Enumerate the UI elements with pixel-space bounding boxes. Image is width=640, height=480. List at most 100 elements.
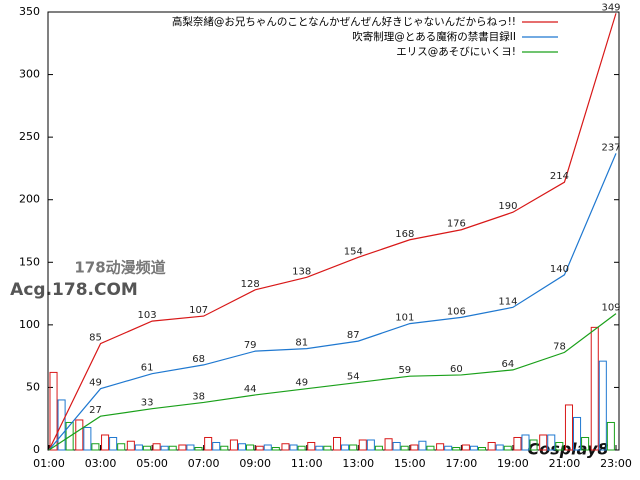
legend-label: 高梨奈緒@お兄ちゃんのことなんかぜんぜん好きじゃないんだからねっ!! xyxy=(172,15,516,28)
bar xyxy=(590,326,599,451)
bar xyxy=(469,445,478,451)
bar xyxy=(212,441,221,451)
bar xyxy=(152,443,161,451)
data-label: 190 xyxy=(498,201,517,212)
data-label: 128 xyxy=(241,279,260,290)
bar xyxy=(349,444,358,451)
bar xyxy=(547,434,556,451)
series-line xyxy=(48,313,617,451)
bar xyxy=(581,436,590,451)
data-label: 109 xyxy=(601,303,620,314)
bar xyxy=(521,434,530,451)
bar xyxy=(126,440,135,451)
data-label: 114 xyxy=(498,296,517,307)
bar xyxy=(503,445,512,451)
bar xyxy=(75,419,84,451)
plot-frame xyxy=(47,11,620,451)
bar xyxy=(418,440,427,451)
bar xyxy=(358,439,367,451)
bar xyxy=(142,445,151,451)
legend-label: 吹寄制理@とある魔術の禁書目録II xyxy=(352,30,516,43)
y-tick-label: 300 xyxy=(19,68,40,81)
data-label: 68 xyxy=(192,354,205,365)
x-tick-label: 01:00 xyxy=(33,457,65,470)
data-label: 107 xyxy=(189,305,208,316)
data-label: 49 xyxy=(89,378,102,389)
bar xyxy=(529,439,538,451)
x-tick-label: 09:00 xyxy=(239,457,271,470)
data-label: 87 xyxy=(347,330,360,341)
bar xyxy=(289,444,298,451)
bar xyxy=(477,446,487,451)
y-tick-label: 200 xyxy=(19,193,40,206)
data-label: 54 xyxy=(347,371,360,382)
x-tick-label: 07:00 xyxy=(188,457,220,470)
bar xyxy=(49,371,58,451)
bar xyxy=(178,444,187,451)
bar xyxy=(160,445,169,451)
bar xyxy=(117,443,126,451)
bar xyxy=(374,445,383,451)
bar xyxy=(487,441,496,451)
data-label: 81 xyxy=(295,338,308,349)
data-label: 60 xyxy=(450,364,463,375)
bar xyxy=(392,441,401,451)
bar xyxy=(237,443,247,451)
bar xyxy=(333,436,342,451)
x-tick-label: 13:00 xyxy=(342,457,374,470)
data-label: 106 xyxy=(447,306,466,317)
y-tick-label: 150 xyxy=(19,255,40,268)
data-label: 49 xyxy=(295,378,308,389)
data-label: 79 xyxy=(244,340,257,351)
bar xyxy=(606,421,615,451)
x-tick-label: 17:00 xyxy=(446,457,478,470)
bar xyxy=(461,444,470,451)
bar xyxy=(426,445,435,451)
bar xyxy=(263,444,272,451)
bar xyxy=(83,426,92,451)
bar xyxy=(220,445,229,451)
data-label: 168 xyxy=(395,229,414,240)
bar xyxy=(57,399,66,451)
bar xyxy=(436,443,445,451)
bar xyxy=(186,444,195,451)
data-label: 85 xyxy=(89,333,102,344)
bar xyxy=(134,444,143,451)
y-tick-label: 100 xyxy=(19,318,40,331)
bar xyxy=(281,443,290,451)
bar xyxy=(91,443,100,451)
x-tick-label: 05:00 xyxy=(136,457,168,470)
bar xyxy=(341,444,350,451)
y-tick-label: 50 xyxy=(26,380,40,393)
data-label: 103 xyxy=(138,310,157,321)
series-line xyxy=(48,153,617,451)
data-label: 59 xyxy=(398,365,411,376)
data-label: 33 xyxy=(141,398,154,409)
bar xyxy=(452,446,461,451)
bar xyxy=(400,445,409,451)
x-tick-label: 15:00 xyxy=(394,457,426,470)
legend-label: エリス@あそびにいくヨ! xyxy=(396,46,516,58)
x-tick-label: 03:00 xyxy=(85,457,117,470)
bar xyxy=(366,439,375,451)
bar xyxy=(229,439,238,451)
data-label: 64 xyxy=(502,359,515,370)
bar xyxy=(307,441,316,451)
bar xyxy=(410,444,419,451)
data-label: 38 xyxy=(192,391,205,402)
bar xyxy=(271,446,280,451)
bar xyxy=(573,416,582,451)
bar xyxy=(168,445,177,451)
bar xyxy=(315,445,324,451)
x-tick-label: 21:00 xyxy=(549,457,581,470)
bar xyxy=(444,445,453,451)
bar xyxy=(65,421,74,451)
data-label: 237 xyxy=(601,142,620,153)
data-label: 214 xyxy=(550,171,569,182)
bar xyxy=(194,446,203,451)
y-tick-label: 350 xyxy=(19,5,40,18)
bar xyxy=(323,445,332,451)
y-tick-label: 0 xyxy=(33,443,40,456)
